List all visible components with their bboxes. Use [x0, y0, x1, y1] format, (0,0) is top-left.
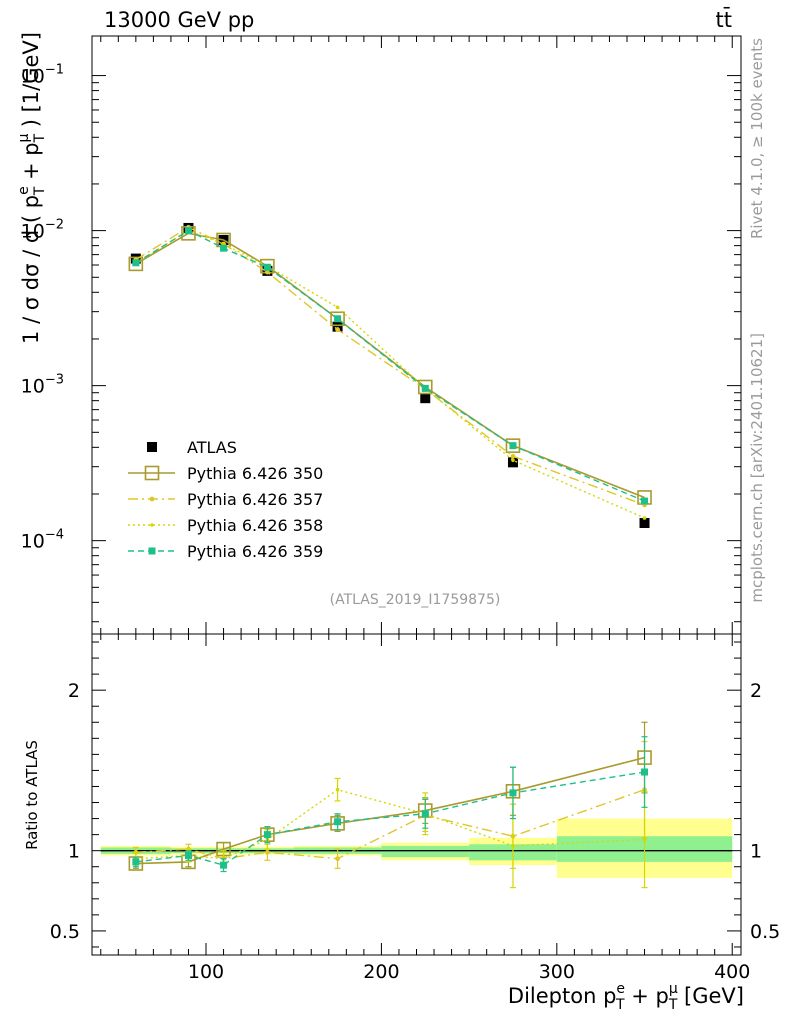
x-tick-label: 200	[363, 961, 399, 983]
ratio-point-p359	[132, 858, 140, 866]
main-line-p359	[135, 229, 645, 502]
main-point-p357	[335, 327, 340, 332]
main-y-axis-title: 1 / σ dσ / d ( peT + pμT ) [1/GeV]	[16, 32, 48, 344]
xlabel-sup-e: e	[616, 981, 625, 997]
legend-item-p357: Pythia 6.426 357	[128, 490, 323, 509]
main-point-p359	[334, 315, 342, 323]
ratio-y-tick-label-left: 1	[68, 841, 80, 863]
main-point-p359	[184, 227, 192, 235]
main-point-p350	[417, 379, 433, 395]
legend-marker-p350	[144, 465, 160, 481]
legend-item-p358: Pythia 6.426 358	[128, 516, 323, 535]
x-tick-label: 400	[714, 961, 750, 983]
legend-label-p358: Pythia 6.426 358	[187, 516, 323, 535]
ylabel-sub-t: T	[32, 186, 48, 196]
main-point-data	[332, 321, 343, 332]
ratio-point-p359	[509, 789, 517, 797]
legend-marker-data	[147, 442, 157, 452]
x-axis-title: Dilepton pe T + pμ T [GeV]	[508, 981, 744, 1013]
main-point-p357	[265, 269, 270, 275]
main-point-p350	[505, 438, 521, 453]
xlabel-part-c: [GeV]	[677, 984, 744, 1008]
main-point-p359	[509, 442, 517, 450]
header-energy-label: 13000 GeV pp	[104, 8, 254, 32]
main-point-p350	[330, 311, 345, 327]
legend-label-p350: Pythia 6.426 350	[187, 464, 323, 483]
ratio-line-p357	[135, 789, 645, 860]
xlabel-part-a: Dilepton p	[508, 984, 617, 1008]
legend: ATLAS Pythia 6.426 350 Pythia 6.426 357 Pyt…	[128, 438, 323, 561]
ratio-point-p359	[220, 861, 228, 869]
ratio-point-p358	[511, 844, 515, 848]
main-line-p357	[135, 226, 645, 506]
main-point-data	[420, 393, 431, 404]
main-point-data	[639, 517, 650, 528]
ratio-line-p358	[135, 788, 645, 860]
legend-label-p357: Pythia 6.426 357	[187, 490, 323, 509]
axes: 100 200 300 400 10−1 10−2 10−3 10−4 0.5 0.5 1 1 2 2	[21, 35, 780, 983]
ratio-y-tick-label-right: 2	[750, 680, 762, 702]
ratio-point-p357	[335, 856, 340, 862]
main-point-p358	[511, 458, 515, 463]
ylabel-part-b: + p	[19, 142, 43, 186]
ratio-point-p358	[335, 787, 340, 792]
xlabel-sub-t2: T	[668, 997, 678, 1013]
ylabel-part-c: ) [1/GeV]	[19, 32, 43, 134]
main-point-p358	[642, 516, 647, 520]
main-point-p359	[421, 384, 429, 392]
main-series-p359	[132, 227, 649, 505]
legend-marker-p359	[148, 547, 156, 555]
xlabel-sub-t: T	[615, 997, 625, 1013]
main-point-p359	[641, 497, 649, 505]
main-point-p357	[510, 453, 516, 459]
side-rivet-label: Rivet 4.1.0, ≥ 100k events	[748, 38, 766, 239]
main-point-p359	[263, 263, 271, 271]
main-point-data	[507, 457, 518, 468]
y-tick-label: 10−4	[21, 528, 64, 553]
ylabel-sub-t2: T	[32, 134, 48, 144]
x-tick-label: 300	[539, 961, 575, 983]
legend-item-p359: Pythia 6.426 359	[128, 542, 323, 561]
ratio-point-p359	[641, 768, 649, 776]
series-layer	[128, 222, 652, 889]
legend-item-p350: Pythia 6.426 350	[128, 464, 323, 483]
header-process-label: tt̄	[716, 7, 732, 32]
ratio-point-p359	[263, 831, 271, 839]
ratio-point-p359	[334, 818, 342, 826]
ylabel-sup-mu: μ	[16, 133, 32, 142]
side-mcplots-label: mcplots.cern.ch [arXiv:2401.10621]	[748, 333, 766, 603]
y-tick-label: 10−1	[21, 63, 64, 88]
legend-label-p359: Pythia 6.426 359	[187, 542, 323, 561]
ratio-series-p359	[132, 736, 649, 873]
xlabel-sup-mu: μ	[669, 981, 678, 997]
ratio-y-tick-label-left: 2	[68, 680, 80, 702]
y-tick-label: 10−3	[21, 373, 64, 398]
ratio-y-tick-label-right: 1	[750, 841, 762, 863]
analysis-id-label: (ATLAS_2019_I1759875)	[330, 592, 501, 608]
main-point-p358	[335, 305, 340, 310]
main-point-p359	[132, 259, 140, 267]
ratio-plot-frame	[91, 633, 742, 956]
ratio-point-p357	[265, 849, 270, 855]
ratio-point-p358	[642, 837, 647, 842]
main-point-p359	[220, 244, 228, 252]
ratio-y-tick-label-left: 0.5	[50, 921, 80, 943]
x-tick-label: 100	[188, 961, 224, 983]
xlabel-part-b: + p	[625, 984, 669, 1008]
ratio-y-tick-label-right: 0.5	[750, 921, 780, 943]
legend-item-data: ATLAS	[147, 438, 237, 457]
ratio-y-axis-title: Ratio to ATLAS	[23, 740, 41, 850]
ratio-point-p359	[421, 810, 429, 818]
legend-label-data: ATLAS	[187, 438, 237, 457]
legend-marker-p358	[150, 523, 154, 527]
ylabel-sup-e: e	[16, 186, 32, 195]
band-inner-5	[381, 845, 470, 858]
ratio-point-p359	[184, 851, 192, 859]
legend-marker-p357	[149, 496, 155, 502]
ylabel-part-a: 1 / σ dσ / d ( p	[19, 195, 43, 344]
y-tick-label: 10−2	[21, 218, 64, 243]
